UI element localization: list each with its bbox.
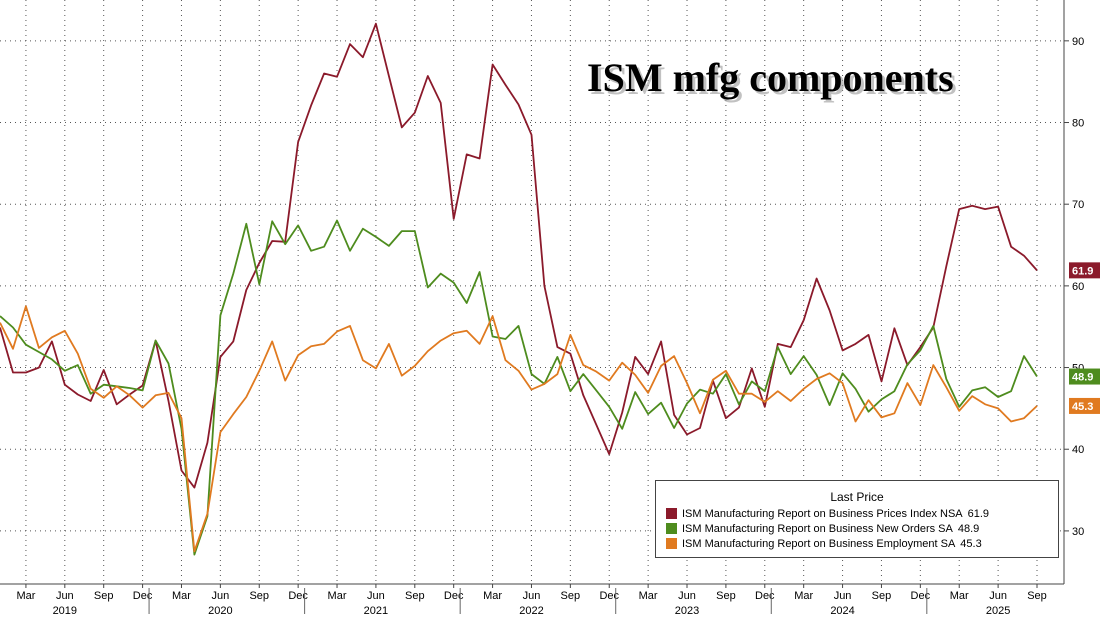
- last-value-tag-employment: 45.3: [1069, 397, 1100, 414]
- last-value-tag-bg: [1069, 262, 1100, 279]
- last-value-tag-prices: 61.9: [1069, 262, 1100, 279]
- y-tick-label: 40: [1072, 444, 1084, 456]
- last-value-tags: 61.9 48.9 45.3: [1069, 262, 1100, 414]
- chart-title: ISM mfg components: [587, 55, 954, 100]
- x-axis-ticks: Mar Jun Sep Dec Mar Jun Sep Dec Mar Jun Sep Dec Mar J…: [16, 584, 1047, 617]
- x-tick-label: Jun: [367, 590, 385, 602]
- legend-label-employment: ISM Manufacturing Report on Business Emp…: [682, 537, 956, 550]
- x-tick-label: Mar: [794, 590, 813, 602]
- y-tick-label: 80: [1072, 118, 1084, 130]
- legend-value-employment: 45.3: [960, 537, 982, 550]
- y-tick-label: 60: [1072, 281, 1084, 293]
- x-tick-label: Jun: [834, 590, 852, 602]
- x-tick-label: Jun: [56, 590, 74, 602]
- x-tick-label: Sep: [716, 590, 736, 602]
- last-value-tag-text: 45.3: [1072, 401, 1093, 413]
- x-tick-label: Jun: [678, 590, 696, 602]
- x-tick-label: Dec: [755, 590, 775, 602]
- x-tick-label: Mar: [639, 590, 658, 602]
- last-value-tag-text: 48.9: [1072, 372, 1093, 384]
- x-year-label: 2022: [519, 605, 543, 617]
- x-tick-label: Dec: [133, 590, 153, 602]
- x-tick-label: Jun: [989, 590, 1007, 602]
- x-year-label: 2025: [986, 605, 1010, 617]
- x-tick-label: Sep: [872, 590, 892, 602]
- chart-title-shadow: ISM mfg components: [590, 58, 957, 103]
- x-tick-label: Dec: [288, 590, 308, 602]
- legend-title: Last Price: [830, 490, 884, 504]
- series-line-new-orders: [0, 219, 1038, 556]
- x-year-label: 2023: [675, 605, 699, 617]
- x-tick-label: Mar: [328, 590, 347, 602]
- legend-label-new-orders: ISM Manufacturing Report on Business New…: [682, 522, 953, 535]
- y-tick-label: 30: [1072, 526, 1084, 538]
- x-tick-label: Sep: [94, 590, 114, 602]
- x-tick-label: Jun: [211, 590, 229, 602]
- legend-swatch-prices: [666, 508, 677, 519]
- series-line-prices: [0, 22, 1038, 489]
- x-tick-label: Dec: [911, 590, 931, 602]
- y-tick-label: 90: [1072, 36, 1084, 48]
- legend-value-prices: 61.9: [967, 507, 990, 520]
- last-value-tag-new-orders: 48.9: [1069, 368, 1100, 385]
- legend: Last Price ISM Manufacturing Report on B…: [655, 480, 1059, 558]
- x-tick-label: Jun: [523, 590, 541, 602]
- x-tick-label: Dec: [599, 590, 619, 602]
- legend-item-new-orders: ISM Manufacturing Report on Business New…: [656, 521, 1058, 536]
- x-tick-label: Sep: [405, 590, 425, 602]
- x-tick-label: Dec: [444, 590, 464, 602]
- legend-value-new-orders: 48.9: [957, 522, 980, 535]
- x-tick-label: Mar: [950, 590, 969, 602]
- x-tick-label: Sep: [561, 590, 581, 602]
- series-lines: [0, 22, 1038, 556]
- legend-label-prices: ISM Manufacturing Report on Business Pri…: [682, 507, 963, 520]
- x-tick-label: Sep: [249, 590, 269, 602]
- x-year-label: 2019: [53, 605, 77, 617]
- x-year-label: 2021: [364, 605, 388, 617]
- legend-swatch-employment: [666, 538, 677, 549]
- x-tick-label: Sep: [1027, 590, 1047, 602]
- series-line-employment: [0, 305, 1038, 553]
- x-tick-label: Mar: [172, 590, 191, 602]
- legend-item-employment: ISM Manufacturing Report on Business Emp…: [656, 536, 1058, 551]
- x-year-label: 2024: [830, 605, 854, 617]
- last-value-tag-bg: [1069, 397, 1100, 414]
- last-value-tag-bg: [1069, 368, 1100, 385]
- last-value-tag-text: 61.9: [1072, 265, 1093, 277]
- legend-swatch-new-orders: [666, 523, 677, 534]
- x-year-label: 2020: [208, 605, 232, 617]
- x-tick-label: Mar: [483, 590, 502, 602]
- legend-item-prices: ISM Manufacturing Report on Business Pri…: [656, 506, 1058, 521]
- y-axis-ticks: 30405060708090: [1064, 36, 1084, 538]
- y-tick-label: 70: [1072, 199, 1084, 211]
- x-tick-label: Mar: [16, 590, 35, 602]
